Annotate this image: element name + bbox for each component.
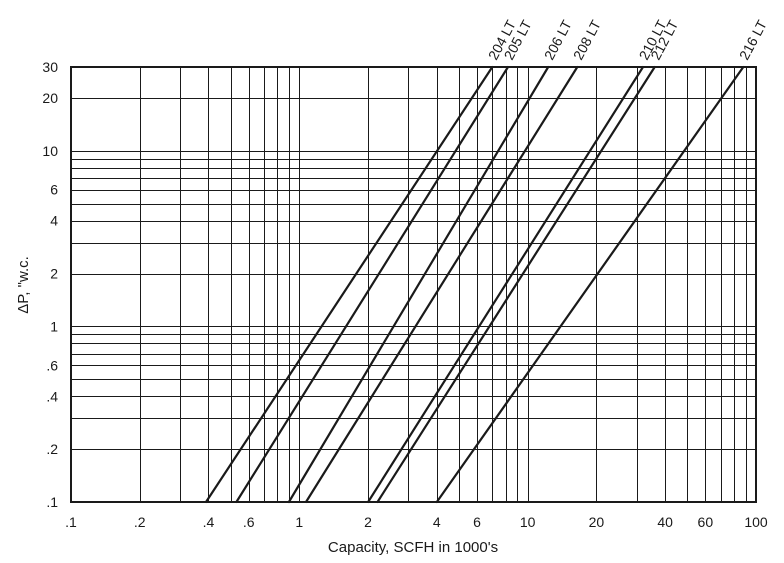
y-tick-label: .2 [46,441,58,457]
x-tick-label: 4 [433,514,441,530]
x-axis-ticks: .1 .2 .4 .6 1 2 4 6 10 20 40 60 100 [65,514,768,530]
x-tick-label: .6 [243,514,255,530]
x-tick-label: .4 [203,514,215,530]
x-tick-label: 100 [744,514,768,530]
series-line [287,65,550,504]
x-tick-label: 10 [520,514,536,530]
x-tick-label: .1 [65,514,77,530]
y-tick-label: 20 [42,90,58,106]
x-tick-label: 1 [295,514,303,530]
series-line [435,65,745,504]
series-line [204,65,494,504]
x-tick-label: 60 [698,514,714,530]
y-tick-label: .6 [46,357,58,373]
x-tick-label: .2 [134,514,146,530]
y-axis-ticks: .1 .2 .4 .6 1 2 4 6 10 20 30 [42,59,58,510]
x-axis-label: Capacity, SCFH in 1000's [328,539,498,556]
series-line [367,65,645,504]
series-label: 216 LT [736,17,770,62]
y-tick-label: .4 [46,388,58,404]
series-line [376,65,656,504]
series-line [235,65,510,504]
series-line [304,65,579,504]
y-tick-label: 4 [50,213,58,229]
plot-frame [70,66,757,503]
series-lines [204,65,745,504]
x-tick-label: 40 [657,514,673,530]
series-label: 208 LT [570,17,604,62]
x-tick-label: 6 [473,514,481,530]
y-tick-label: 2 [50,266,58,282]
y-tick-label: 30 [42,59,58,75]
y-axis-label: ΔP, "w.c. [15,256,32,314]
grid [71,67,757,503]
y-tick-label: 6 [50,182,58,198]
x-tick-label: 2 [364,514,372,530]
y-tick-label: 10 [42,143,58,159]
y-tick-label: 1 [50,318,58,334]
y-tick-label: .1 [46,494,58,510]
x-tick-label: 20 [589,514,605,530]
